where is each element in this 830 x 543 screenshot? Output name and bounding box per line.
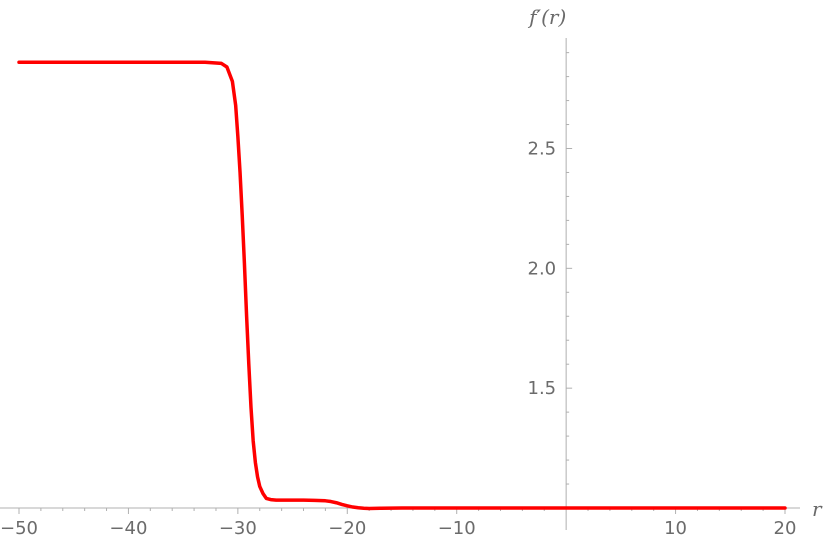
x-axis-title: r xyxy=(812,497,823,521)
y-tick-label: 2.5 xyxy=(528,139,557,160)
x-tick-label: −50 xyxy=(0,518,38,539)
x-ticks: −50 −40 −30 −20 −10 10 20 xyxy=(0,508,796,539)
x-tick-label: −40 xyxy=(109,518,147,539)
x-tick-label: 20 xyxy=(774,518,797,539)
x-tick-label: −20 xyxy=(328,518,366,539)
x-tick-label: −10 xyxy=(438,518,476,539)
y-axis-title: f′(r) xyxy=(527,5,566,29)
axes: −50 −40 −30 −20 −10 10 20 1.5 2.0 2.5 xyxy=(0,38,800,539)
y-minor-ticks xyxy=(566,52,570,485)
series-layer xyxy=(17,60,787,511)
y-tick-label: 1.5 xyxy=(528,378,557,399)
y-ticks: 1.5 2.0 2.5 xyxy=(528,139,573,399)
x-tick-label: −30 xyxy=(219,518,257,539)
x-tick-label: 10 xyxy=(664,518,687,539)
y-tick-label: 2.0 xyxy=(528,258,557,279)
series-line xyxy=(17,60,787,511)
